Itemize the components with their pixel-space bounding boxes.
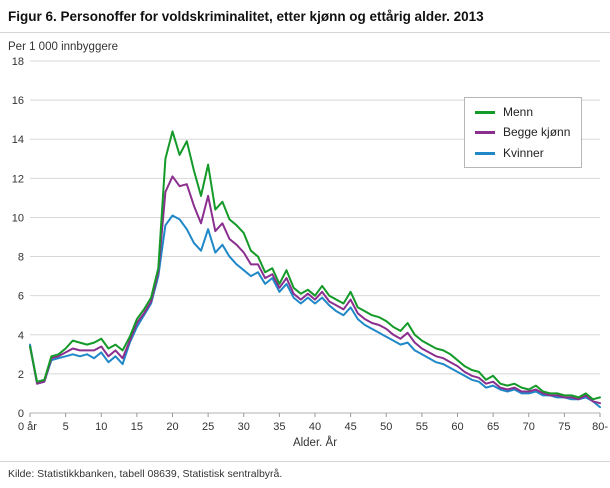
x-tick-label-70: 70: [523, 421, 535, 433]
x-tick-label-45: 45: [345, 421, 357, 433]
source-note: Kilde: Statistikkbanken, tabell 08639, S…: [8, 468, 283, 480]
x-tick-label-30: 30: [238, 421, 250, 433]
title-divider: [0, 32, 610, 34]
legend-item-begge-kjonn: Begge kjønn: [475, 126, 571, 139]
y-tick-label-16: 16: [12, 95, 24, 107]
series-line-begge-kjønn: [29, 175, 601, 405]
line-chart: 0 2 4 6 8 10 12 14 16 18 0 år 5 10 15 20 25 30 35 40 45 50 55…: [12, 56, 609, 449]
x-tick-label-50: 50: [380, 421, 392, 433]
x-tick-label-15: 15: [131, 421, 143, 433]
begge-kjonn-line-swatch: [475, 131, 495, 135]
x-tick-label-40: 40: [309, 421, 321, 433]
legend-label-menn: Menn: [503, 105, 534, 120]
series-line-kvinner: [29, 214, 601, 409]
kvinner-line-swatch: [475, 151, 495, 155]
x-tick-label-80: 80-: [592, 421, 608, 433]
y-tick-label-12: 12: [12, 174, 24, 186]
y-tick-label-0: 0: [18, 408, 24, 420]
x-tick-label-25: 25: [202, 421, 214, 433]
y-axis-units-label: Per 1 000 innbyggere: [8, 41, 118, 54]
figure-footer: Kilde: Statistikkbanken, tabell 08639, S…: [0, 461, 610, 488]
x-tick-label-65: 65: [487, 421, 499, 433]
legend-label-kvinner: Kvinner: [503, 145, 544, 160]
chart-area: 0 2 4 6 8 10 12 14 16 18 0 år 5 10 15 20 25 30 35 40 45 50 55…: [0, 55, 610, 453]
y-tick-label-14: 14: [12, 134, 24, 146]
legend-item-menn: Menn: [475, 105, 571, 120]
y-tick-label-2: 2: [18, 369, 24, 381]
x-tick-label-55: 55: [416, 421, 428, 433]
legend-label-begge-kjonn: Begge kjønn: [503, 125, 571, 140]
x-axis-label: Alder. År: [293, 436, 337, 449]
legend-item-kvinner: Kvinner: [475, 145, 571, 160]
x-tick-label-75: 75: [558, 421, 570, 433]
y-tick-label-8: 8: [18, 252, 24, 264]
x-tick-label-0: 0 år: [18, 421, 37, 433]
x-tick-label-35: 35: [273, 421, 285, 433]
figure-title: Figur 6. Personoffer for voldskriminalit…: [8, 9, 484, 24]
menn-line-swatch: [475, 111, 495, 115]
x-tick-label-5: 5: [63, 421, 69, 433]
y-tick-label-10: 10: [12, 213, 24, 225]
x-tick-label-20: 20: [166, 421, 178, 433]
y-tick-label-18: 18: [12, 56, 24, 68]
y-tick-label-4: 4: [18, 330, 24, 342]
x-tick-label-60: 60: [451, 421, 463, 433]
x-tick-label-10: 10: [95, 421, 107, 433]
footer-divider: [0, 461, 610, 462]
legend: Menn Begge kjønn Kvinner: [464, 97, 582, 168]
series-line-menn: [29, 130, 601, 401]
y-tick-label-6: 6: [18, 291, 24, 303]
